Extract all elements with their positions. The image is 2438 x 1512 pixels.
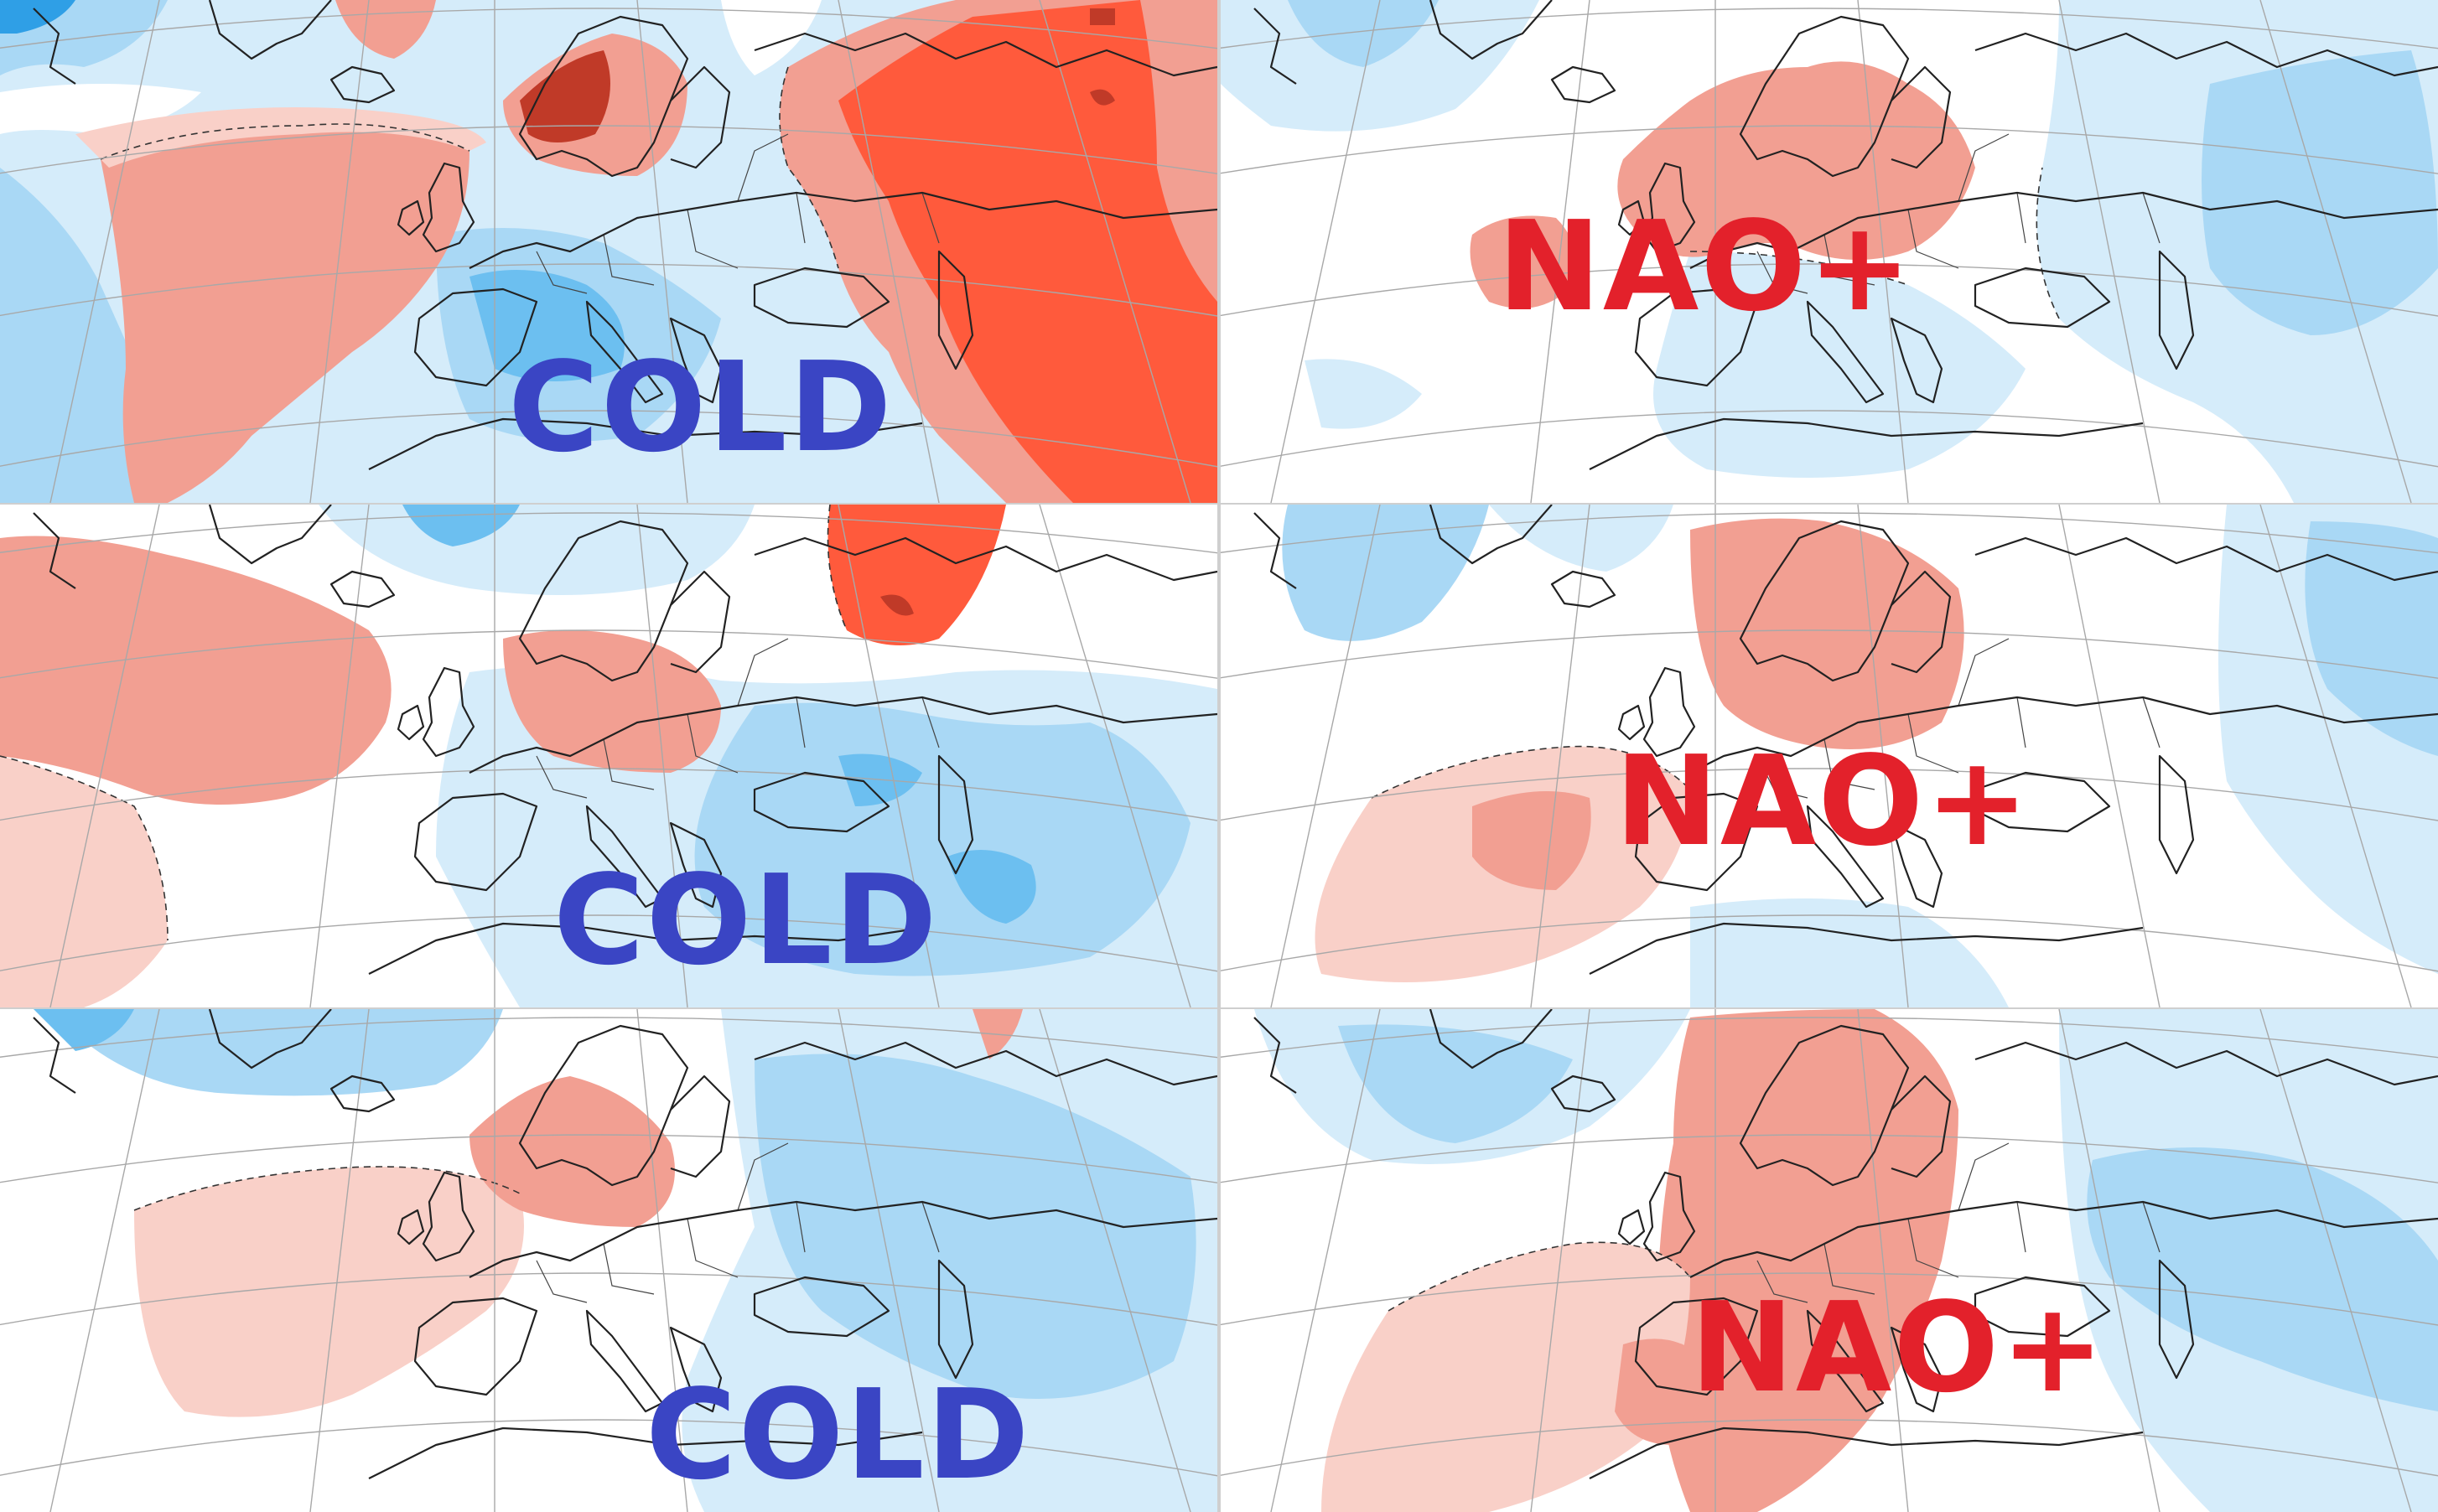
- map-panel-top-right: NAO+: [1221, 0, 2438, 503]
- map-panel-middle-left: COLD: [0, 505, 1217, 1007]
- map-panel-middle-right: NAO+: [1221, 505, 2438, 1007]
- temperature-anomaly-map: [0, 0, 1217, 503]
- map-panel-bottom-left: COLD: [0, 1009, 1217, 1512]
- temperature-anomaly-map: [1221, 0, 2438, 503]
- temperature-anomaly-map: [0, 505, 1217, 1007]
- panel-label-cold: COLD: [508, 335, 894, 479]
- temperature-anomaly-map: [1221, 1009, 2438, 1512]
- temperature-anomaly-map: [0, 1009, 1217, 1512]
- panel-label-cold: COLD: [646, 1363, 1031, 1507]
- panel-label-nao-plus: NAO+: [1497, 194, 1914, 339]
- panel-label-nao-plus: NAO+: [1615, 729, 2031, 873]
- panel-label-cold: COLD: [553, 848, 939, 992]
- map-panel-bottom-right: NAO+: [1221, 1009, 2438, 1512]
- panel-label-nao-plus: NAO+: [1690, 1276, 2107, 1420]
- temperature-anomaly-map: [1221, 505, 2438, 1007]
- map-panel-top-left: COLD: [0, 0, 1217, 503]
